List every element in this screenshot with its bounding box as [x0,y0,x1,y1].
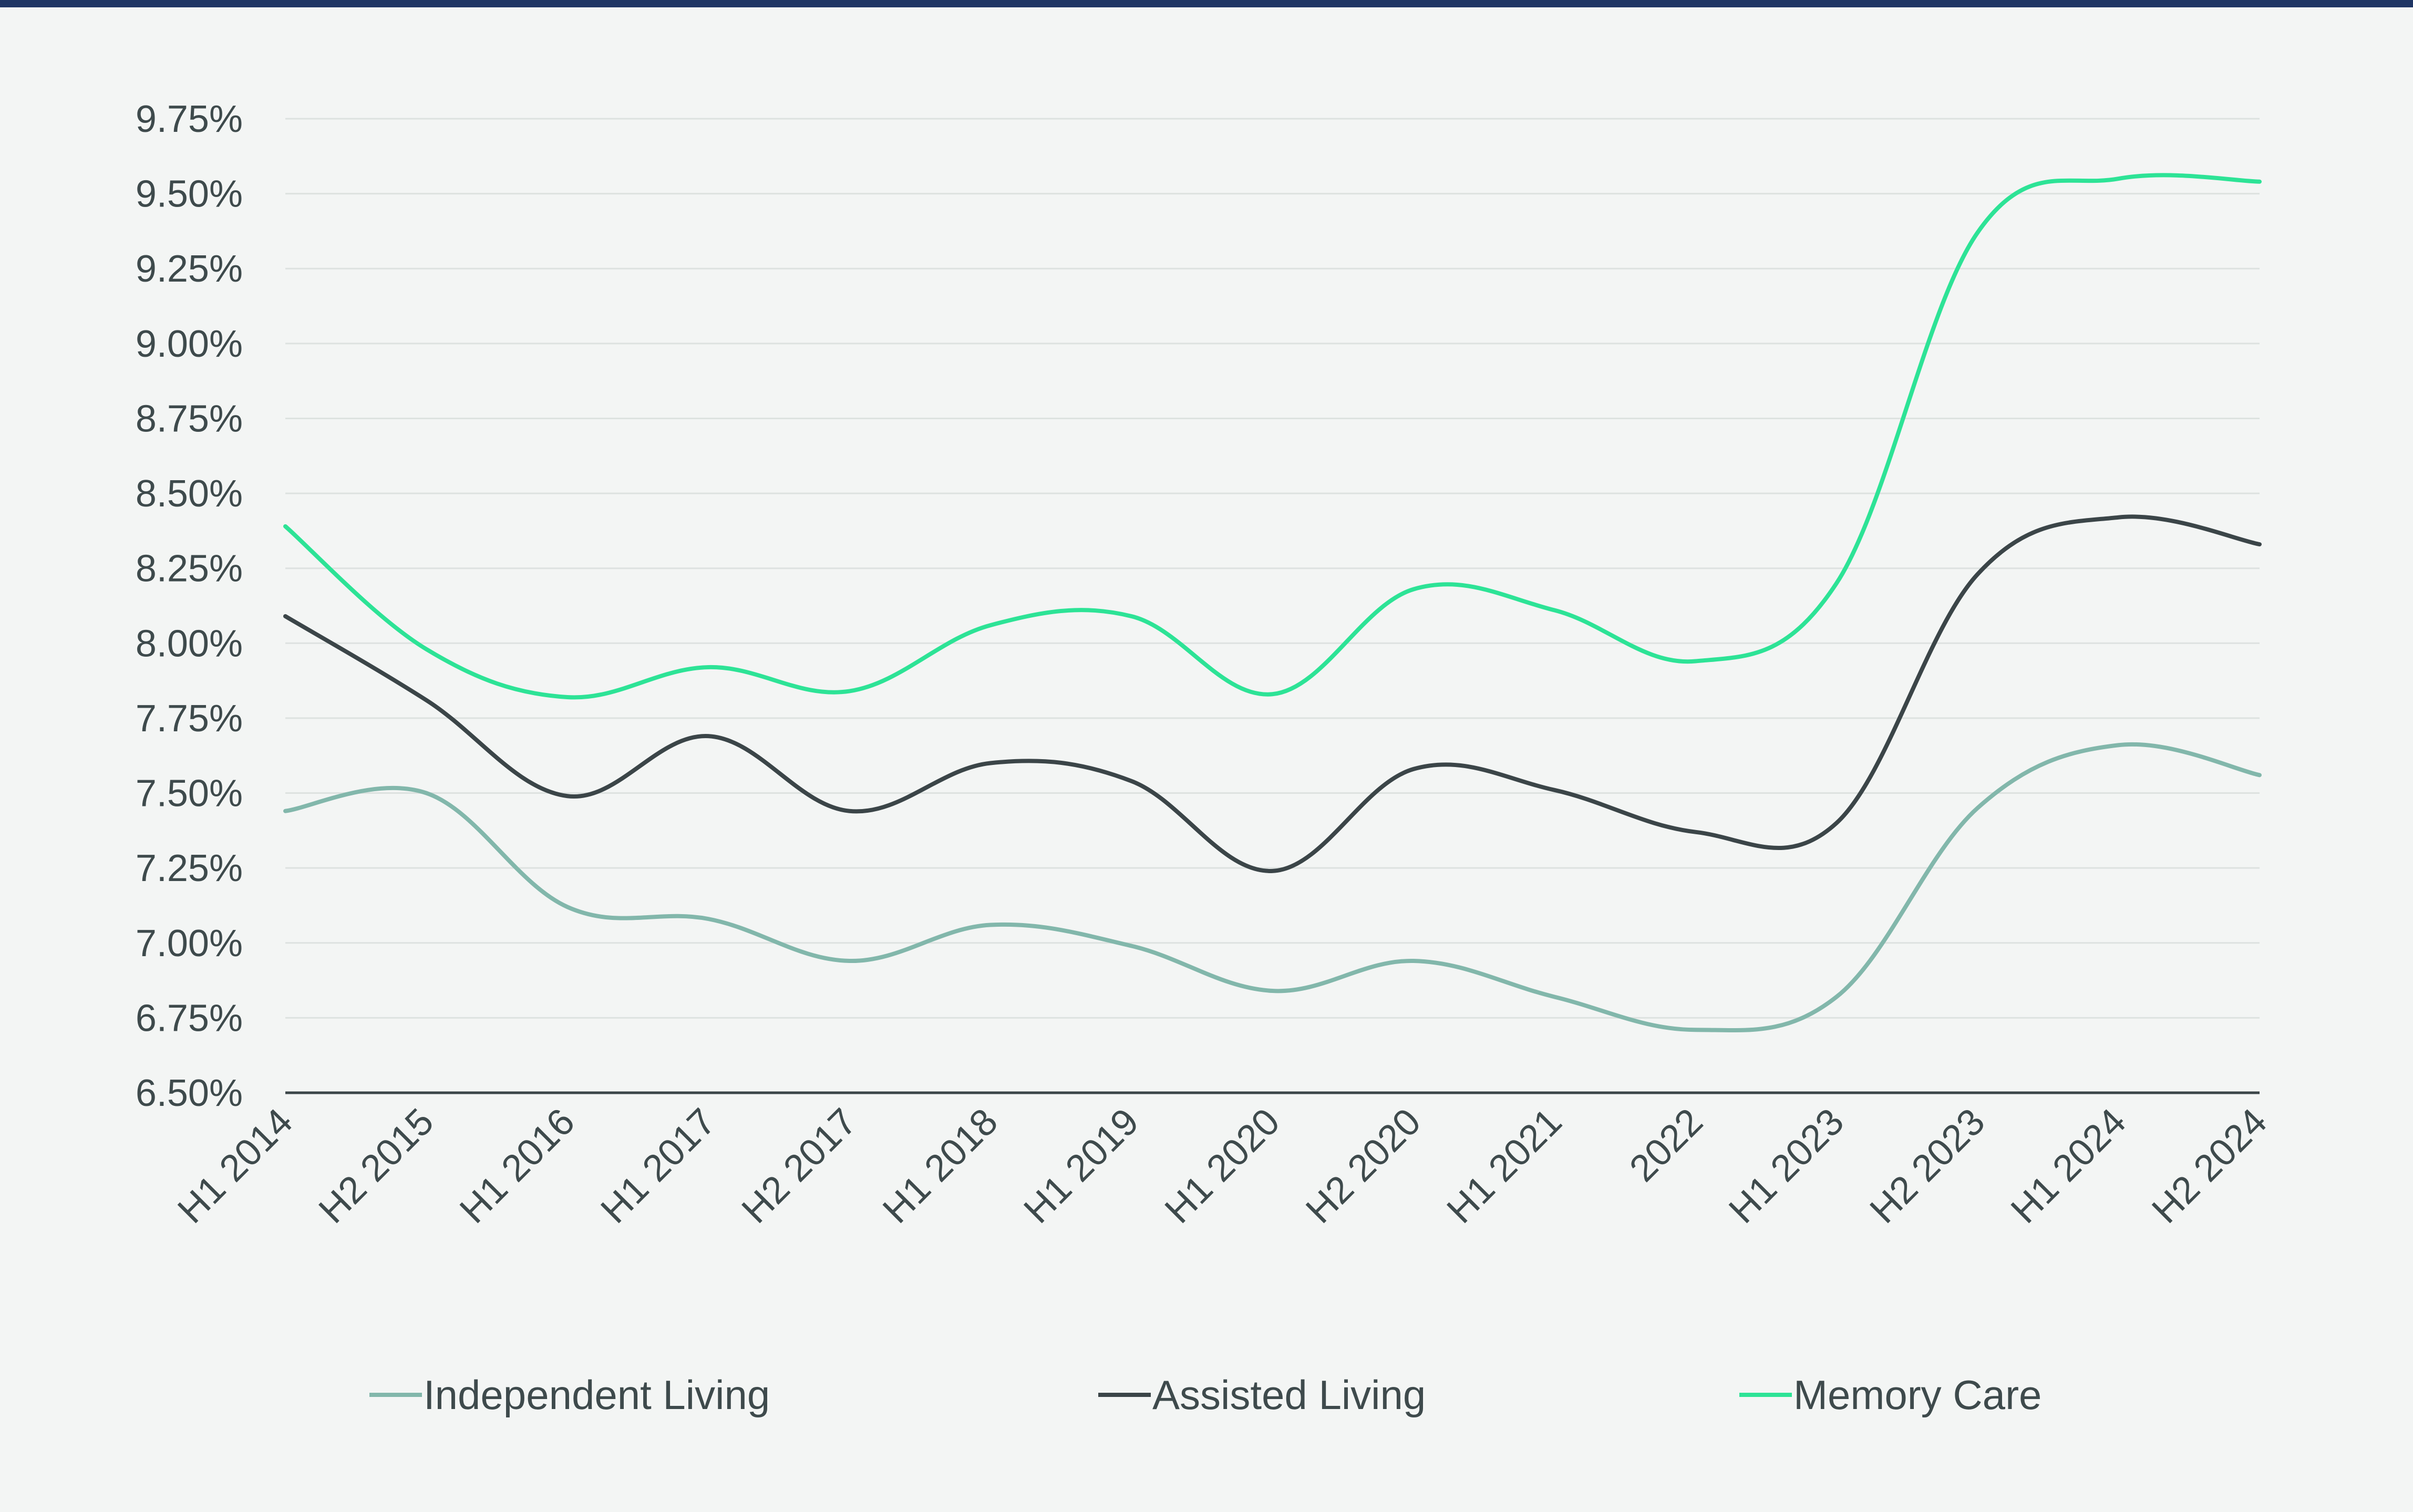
y-tick-label: 7.75% [136,698,243,740]
legend-label-memory-care: Memory Care [1793,1372,2041,1418]
x-tick-label: H1 2023 [1721,1101,1852,1231]
top-border [0,0,2413,7]
x-tick-label: H2 2017 [734,1101,865,1231]
y-tick-label: 9.75% [136,98,243,140]
y-tick-label: 7.50% [136,773,243,815]
x-tick-label: H1 2014 [170,1101,301,1231]
y-tick-label: 7.25% [136,847,243,889]
y-tick-label: 9.25% [136,248,243,290]
series-lines [283,173,2262,1033]
x-tick-label: H2 2020 [1298,1101,1429,1231]
y-tick-label: 8.75% [136,398,243,440]
x-tick-label: H1 2019 [1016,1101,1147,1231]
x-tick-label: H1 2017 [593,1101,724,1231]
x-tick-label: 2022 [1622,1101,1711,1190]
y-tick-label: 6.50% [136,1072,243,1114]
legend-label-independent-living: Independent Living [424,1372,770,1418]
x-tick-label: H1 2018 [875,1101,1006,1231]
x-tick-label: H1 2024 [2003,1101,2134,1231]
x-tick-label: H2 2015 [311,1101,442,1231]
y-tick-label: 6.75% [136,997,243,1039]
legend: Independent Living Assisted Living Memory … [369,1372,2041,1418]
x-tick-label: H2 2023 [1862,1101,1993,1231]
x-tick-label: H1 2021 [1439,1101,1570,1231]
y-tick-label: 9.50% [136,173,243,215]
y-tick-label: 7.00% [136,923,243,965]
x-tick-label: H2 2024 [2144,1101,2275,1231]
legend-label-assisted-living: Assisted Living [1152,1372,1426,1418]
y-tick-label: 8.25% [136,548,243,590]
y-axis-ticks: 6.50% 6.75% 7.00% 7.25% 7.50% 7.75% 8.00% 8.25%… [136,98,243,1114]
series-line-independent-living [283,742,2262,1033]
series-line-assisted-living [283,514,2262,873]
y-tick-label: 9.00% [136,323,243,365]
x-tick-label: H1 2020 [1157,1101,1288,1231]
x-tick-label: H1 2016 [452,1101,583,1231]
y-tick-label: 8.50% [136,473,243,515]
series-line-memory-care [283,173,2262,700]
x-axis-ticks: H1 2014 H2 2015 H1 2016 H1 2017 H2 2017 H1 20… [170,1101,2275,1231]
y-tick-label: 8.00% [136,623,243,665]
